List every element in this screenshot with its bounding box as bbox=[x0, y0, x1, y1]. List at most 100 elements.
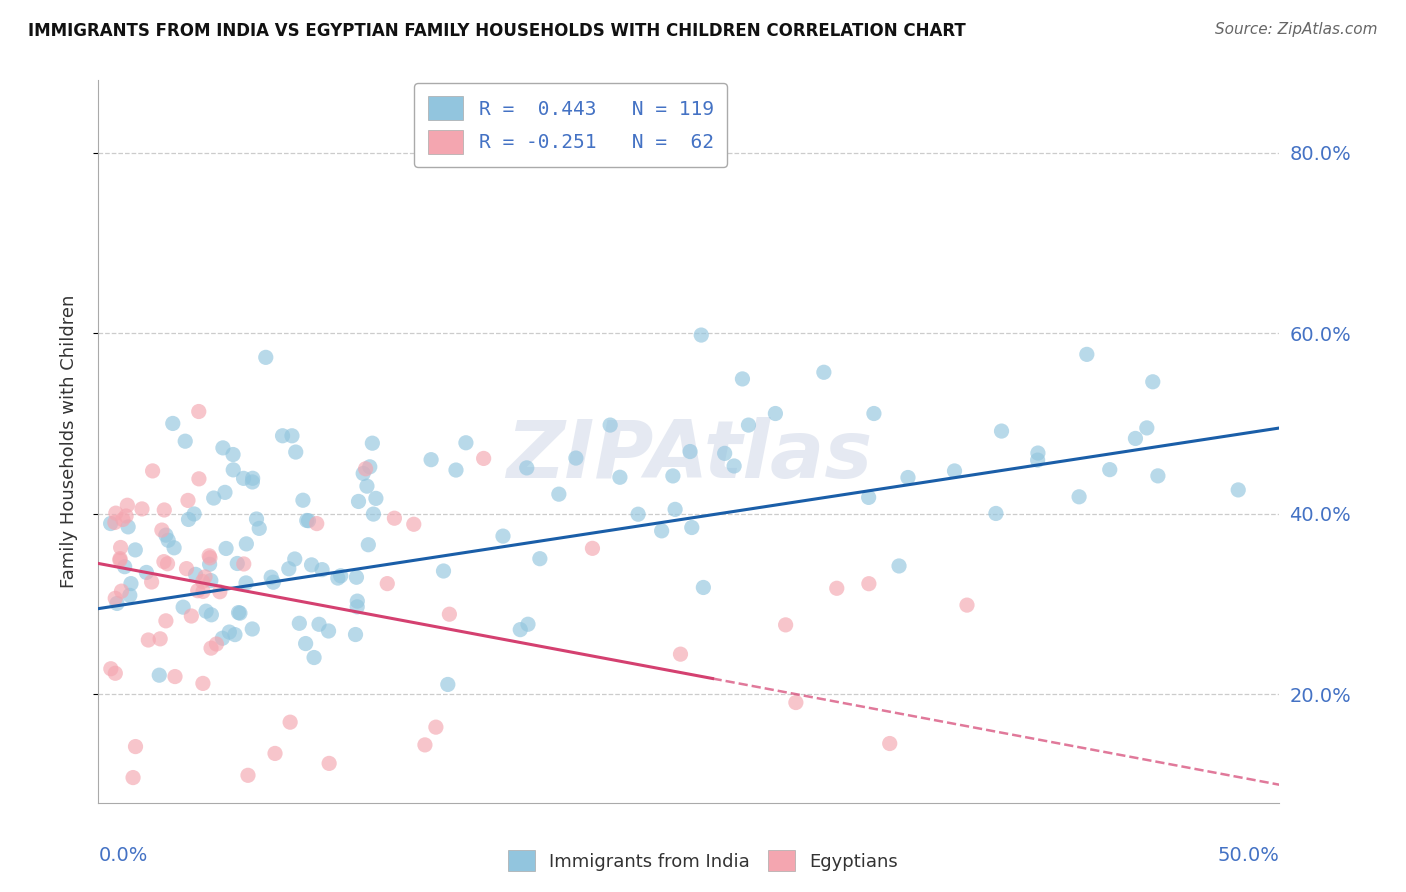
Point bbox=[260, 570, 283, 584]
Point bbox=[472, 451, 495, 466]
Point bbox=[785, 696, 807, 710]
Point bbox=[439, 607, 461, 622]
Point bbox=[108, 551, 131, 566]
Point bbox=[131, 502, 153, 516]
Point bbox=[284, 445, 307, 459]
Legend: Immigrants from India, Egyptians: Immigrants from India, Egyptians bbox=[501, 843, 905, 879]
Point bbox=[599, 418, 621, 433]
Point bbox=[294, 636, 316, 650]
Point bbox=[690, 328, 713, 343]
Point bbox=[117, 498, 139, 512]
Point bbox=[1227, 483, 1250, 497]
Point bbox=[288, 616, 311, 631]
Point bbox=[157, 533, 180, 548]
Point bbox=[177, 512, 200, 526]
Point bbox=[124, 739, 146, 754]
Point bbox=[346, 594, 368, 608]
Point bbox=[402, 517, 425, 532]
Point bbox=[104, 591, 127, 606]
Point bbox=[156, 557, 179, 571]
Point bbox=[509, 623, 531, 637]
Point bbox=[420, 452, 443, 467]
Point bbox=[1098, 462, 1121, 476]
Point bbox=[155, 528, 177, 542]
Point bbox=[1076, 347, 1098, 361]
Point bbox=[318, 624, 340, 638]
Point bbox=[897, 470, 920, 484]
Point bbox=[114, 559, 136, 574]
Point bbox=[153, 503, 176, 517]
Legend: R =  0.443   N = 119, R = -0.251   N =  62: R = 0.443 N = 119, R = -0.251 N = 62 bbox=[415, 83, 727, 167]
Point bbox=[364, 491, 387, 506]
Point bbox=[100, 516, 122, 531]
Point bbox=[194, 570, 217, 584]
Point bbox=[681, 520, 703, 534]
Point bbox=[858, 576, 880, 591]
Point bbox=[202, 491, 225, 505]
Point bbox=[529, 551, 551, 566]
Point bbox=[517, 617, 540, 632]
Point bbox=[198, 558, 221, 572]
Point bbox=[295, 513, 318, 527]
Point bbox=[1026, 446, 1049, 460]
Point bbox=[187, 472, 209, 486]
Point bbox=[118, 588, 141, 602]
Point bbox=[375, 576, 398, 591]
Point bbox=[200, 641, 222, 656]
Text: Source: ZipAtlas.com: Source: ZipAtlas.com bbox=[1215, 22, 1378, 37]
Point bbox=[174, 434, 197, 449]
Y-axis label: Family Households with Children: Family Households with Children bbox=[59, 295, 77, 588]
Point bbox=[713, 446, 735, 460]
Point bbox=[115, 508, 138, 523]
Point bbox=[232, 471, 254, 485]
Point bbox=[301, 558, 323, 572]
Point bbox=[1125, 432, 1147, 446]
Point bbox=[346, 570, 368, 584]
Point bbox=[187, 583, 209, 598]
Point bbox=[212, 441, 235, 455]
Point bbox=[775, 618, 797, 632]
Point bbox=[104, 506, 127, 520]
Point bbox=[737, 418, 759, 433]
Point bbox=[205, 637, 228, 651]
Point bbox=[311, 563, 333, 577]
Point bbox=[679, 444, 702, 458]
Point bbox=[356, 479, 378, 493]
Point bbox=[200, 574, 222, 588]
Point bbox=[150, 523, 173, 537]
Point bbox=[271, 429, 294, 443]
Point bbox=[153, 555, 176, 569]
Point bbox=[278, 715, 301, 730]
Point bbox=[1142, 375, 1164, 389]
Point bbox=[218, 625, 240, 640]
Point bbox=[609, 470, 631, 484]
Point bbox=[1026, 453, 1049, 467]
Point bbox=[347, 494, 370, 508]
Point bbox=[215, 541, 238, 556]
Point bbox=[361, 436, 384, 450]
Point bbox=[297, 514, 319, 528]
Point bbox=[117, 520, 139, 534]
Point bbox=[1136, 421, 1159, 435]
Point bbox=[242, 475, 264, 489]
Point bbox=[858, 491, 880, 505]
Point bbox=[198, 550, 221, 565]
Point bbox=[200, 607, 222, 622]
Point bbox=[363, 507, 385, 521]
Point bbox=[162, 417, 184, 431]
Point bbox=[108, 553, 131, 567]
Point bbox=[425, 720, 447, 734]
Point bbox=[943, 464, 966, 478]
Point bbox=[226, 557, 249, 571]
Point bbox=[413, 738, 436, 752]
Point bbox=[180, 609, 202, 624]
Point bbox=[184, 567, 207, 582]
Point bbox=[516, 461, 538, 475]
Text: 50.0%: 50.0% bbox=[1218, 847, 1279, 865]
Point bbox=[329, 569, 352, 583]
Point bbox=[763, 407, 786, 421]
Point bbox=[222, 448, 245, 462]
Point bbox=[879, 737, 901, 751]
Point bbox=[692, 581, 714, 595]
Point bbox=[191, 574, 214, 589]
